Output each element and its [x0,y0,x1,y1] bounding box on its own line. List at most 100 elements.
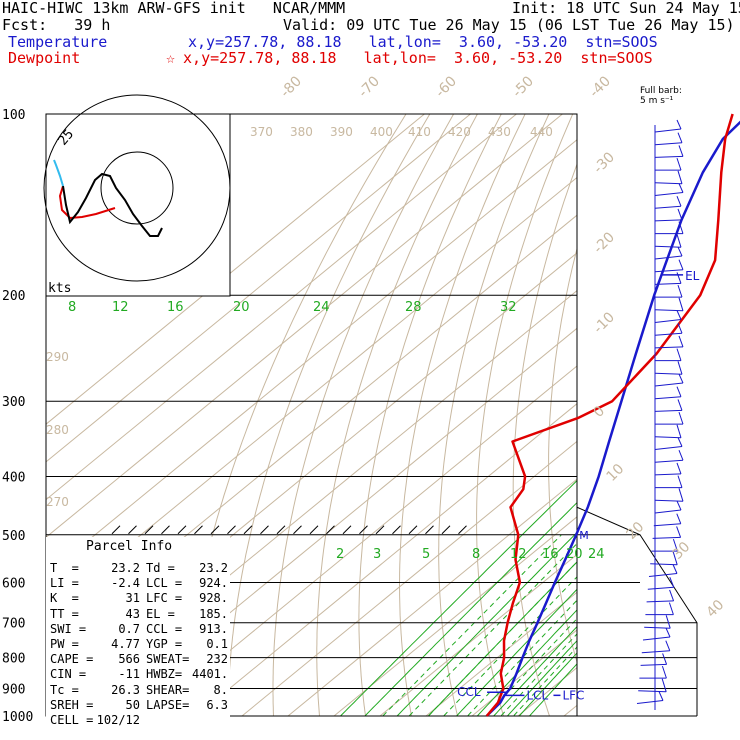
wind-barb [654,155,684,158]
parcel-info-cell: 928. [199,591,228,606]
parcel-info-cell: YGP = [146,637,183,651]
wind-barb-flag [661,678,667,692]
isotherm-label: -10 [591,309,618,336]
dry-adiabat-line [548,246,577,664]
parcel-info-cell: 23.2 [111,561,140,575]
wind-barb [654,245,682,248]
parcel-info-cell: T = [50,561,79,575]
wind-barb-flag [677,208,683,221]
wind-barb-flag [676,348,682,361]
moist-adiabat-line [506,640,577,716]
mixing-ratio-line [408,542,577,716]
mixing-ratio-lower-label: 16 [542,547,559,562]
pressure-tick-label: 800 [2,652,25,667]
pressure-tick-label: 500 [2,529,25,544]
isotherm-label: -40 [587,73,614,100]
wind-barb-flag [678,145,684,157]
moist-adiabat-line [455,588,577,716]
wind-barb-flag [677,170,683,184]
barb-scale-label: Full barb: 5 m s⁻¹ [640,86,682,106]
parcel-info-row: CAPE = 566 SWEAT= 232 [50,652,228,667]
parcel-info-cell: CELL = [50,713,94,727]
wind-barb [654,396,682,400]
wind-barb [646,600,674,603]
forecast-hour: Fcst: 39 h [2,16,111,34]
hodograph-units-label: kts [48,281,71,296]
model-title: HAIC-HIWC 13km ARW-GFS init NCAR/MMM [2,0,346,17]
parcel-info-cell: TT = [50,606,79,621]
isotherm-line [195,403,577,716]
moist-adiabat-line [493,625,577,716]
wind-barb [654,382,684,387]
parcel-info-cell: 924. [199,576,228,591]
lcl-label: LCL [526,688,548,702]
parcel-info-cell: 43 [125,606,140,621]
freezing-hatch-mark [441,525,451,535]
wind-barb-flag [676,196,682,207]
isotherm-line [46,176,577,614]
wind-barb-flag [677,361,683,375]
wind-barb-flag [676,119,682,130]
m-label: M [579,529,589,542]
wind-barb [654,499,684,502]
wind-barb [654,182,683,185]
wind-barb [640,663,667,666]
moist-adiabat-line [364,501,577,716]
wind-barb [641,650,670,654]
parcel-info-row: SREH = 50 LAPSE= 6.3 [50,698,228,713]
isotherm-label: 40 [704,597,728,621]
wind-barb [654,128,682,133]
wind-barb [642,636,671,641]
parcel-info-cell: Tc = [50,682,79,697]
wind-barb-flag [678,221,684,234]
parcel-info-cell: CAPE = [50,652,94,667]
mixing-ratio-line [443,576,577,716]
theta-label: 440 [530,125,553,139]
wind-barb-flag [676,513,682,524]
mixing-ratio-line [500,633,577,716]
wind-barb-flag [669,589,675,602]
parcel-info-cell: LCL = [146,576,183,591]
freezing-hatch-mark [128,525,137,535]
dry-adiabat-line [358,114,502,716]
freezing-hatch-mark [161,525,170,535]
parcel-info-cell: 102/12 [96,713,140,727]
isotherm-line [379,553,577,716]
freezing-hatch-mark [458,525,467,535]
parcel-info-cell: CCL = [146,621,183,636]
wind-barb-flag [676,526,682,538]
isotherm-line [46,114,425,425]
wind-barb [648,573,678,577]
parcel-info-row: K = 31 LFC = 928. [50,591,228,606]
isotherm-line [287,478,577,716]
wind-barb-flag [678,183,684,193]
dewpoint-profile [485,113,734,717]
freezing-hatch-mark [359,525,368,535]
isotherm-label: -70 [356,73,383,100]
wind-barb-flag [677,284,683,298]
wind-barb [654,282,682,285]
pressure-tick-label: 100 [2,108,25,123]
pressure-tick-label: 700 [2,617,25,632]
wind-barb [654,436,682,439]
freezing-hatch-mark [309,525,319,535]
parcel-info-row: LI = -2.4 LCL = 924. [50,576,228,591]
isotherm-label: -50 [510,73,537,100]
mixing-ratio-lower-label: 8 [472,547,480,562]
theta-label: 270 [46,495,69,509]
wind-barb-flag [676,157,682,171]
freezing-hatch-mark [326,525,335,535]
theta-label: 400 [370,125,393,139]
parcel-info-row: Tc = 26.3 SHEAR= 8. [50,683,228,698]
parcel-info-cell: 566 [118,652,140,667]
dewpoint-station-info: x,y=257.78, 88.18 lat,lon= 3.60, -53.20 … [174,49,653,67]
parcel-info-cell: SHEAR= [146,682,190,697]
freezing-hatch-mark [260,525,269,535]
wind-barb-flag [678,450,684,461]
wind-barb-flag [668,602,674,615]
mixing-ratio-label: 32 [500,300,517,315]
isotherm-line [517,666,577,716]
freezing-hatch-mark [392,525,401,535]
mixing-ratio-label: 24 [313,300,330,315]
freezing-hatch-mark [293,525,302,535]
